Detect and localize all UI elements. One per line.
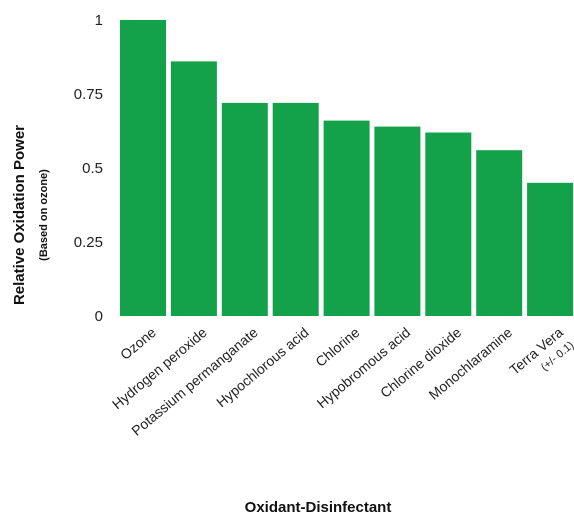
x-category-label: Hydrogen peroxide: [109, 324, 210, 412]
bars-group: [120, 20, 574, 317]
x-category-label: Hypochlorous acid: [213, 324, 312, 410]
bar: [272, 102, 319, 317]
y-axis-ticks: 0 0.25 0.5 0.75 1: [74, 12, 103, 325]
bar: [476, 150, 523, 316]
x-category-label: Ozone: [117, 324, 159, 363]
x-axis-title: Oxidant-Disinfectant: [245, 499, 392, 516]
bar: [323, 120, 370, 316]
bar: [527, 182, 574, 316]
bar: [425, 132, 472, 316]
y-tick-label: 0.25: [74, 234, 103, 251]
y-tick-label: 0.5: [82, 160, 103, 177]
bar: [170, 61, 217, 317]
x-category-label: Hypobromous acid: [314, 324, 414, 411]
bar: [374, 126, 421, 316]
bar: [120, 20, 166, 316]
y-tick-label: 0.75: [74, 86, 103, 103]
y-tick-label: 1: [95, 12, 103, 29]
x-category-label: Chlorine: [312, 324, 362, 370]
y-axis-subtitle: (Based on ozone): [38, 169, 50, 261]
y-tick-label: 0: [95, 308, 103, 325]
bar: [221, 102, 268, 317]
y-axis-title: Relative Oxidation Power: [11, 125, 28, 305]
